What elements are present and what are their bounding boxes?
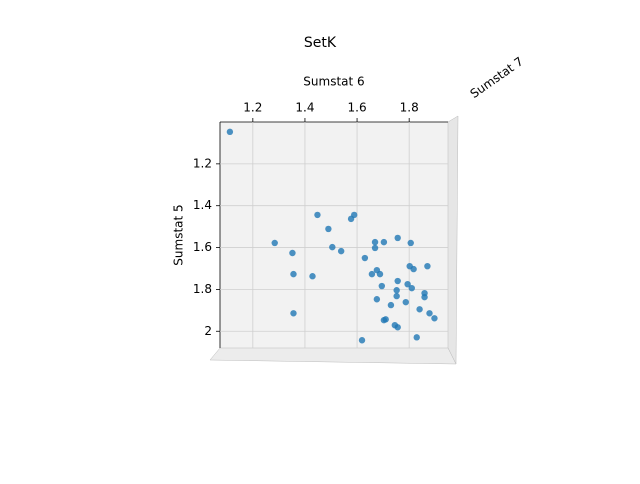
point — [380, 238, 388, 246]
point — [325, 225, 332, 233]
point — [382, 316, 389, 323]
point — [393, 292, 400, 300]
x-tick-label: 1.2 — [243, 101, 262, 115]
y-tick-label: 1.2 — [193, 156, 212, 170]
y-axis-label: Sumstat 5 — [172, 204, 186, 265]
point — [431, 315, 438, 322]
point — [413, 334, 420, 341]
point — [426, 310, 433, 317]
point — [271, 239, 278, 247]
point — [350, 211, 358, 219]
x-axis-label: Sumstat 6 — [303, 75, 364, 89]
point — [368, 270, 376, 278]
back-panel — [220, 122, 448, 348]
z-axis-label: Sumstat 7 — [468, 54, 526, 101]
x-tick-label: 1.4 — [295, 101, 314, 115]
point — [290, 270, 297, 278]
point — [404, 280, 411, 288]
point — [410, 265, 417, 273]
point — [394, 234, 401, 242]
y-tick-label: 1.8 — [193, 282, 212, 296]
point — [373, 296, 381, 303]
point — [337, 247, 345, 255]
y-tick-label: 2 — [204, 324, 212, 338]
point — [408, 284, 415, 292]
point — [416, 306, 423, 313]
point — [371, 244, 379, 252]
floor-panel — [209, 347, 457, 365]
point — [289, 249, 296, 257]
point — [371, 238, 379, 246]
point — [329, 243, 336, 251]
point — [394, 324, 401, 331]
point — [361, 254, 369, 262]
point — [358, 337, 366, 344]
point — [226, 128, 234, 136]
point — [290, 310, 297, 317]
y-tick-label: 1.6 — [193, 240, 212, 254]
point — [376, 270, 384, 278]
point — [314, 211, 321, 219]
x-tick-label: 1.6 — [348, 101, 367, 115]
x-tick-label: 1.8 — [400, 101, 419, 115]
point — [393, 287, 400, 294]
point — [421, 293, 428, 301]
point — [394, 277, 401, 285]
point — [424, 262, 431, 270]
point — [407, 239, 414, 247]
point — [378, 282, 386, 290]
side-panel — [447, 115, 459, 365]
y-tick-label: 1.4 — [193, 198, 212, 212]
point — [402, 298, 409, 306]
point — [387, 301, 395, 309]
point — [309, 273, 316, 280]
chart-title: SetK — [304, 35, 337, 51]
